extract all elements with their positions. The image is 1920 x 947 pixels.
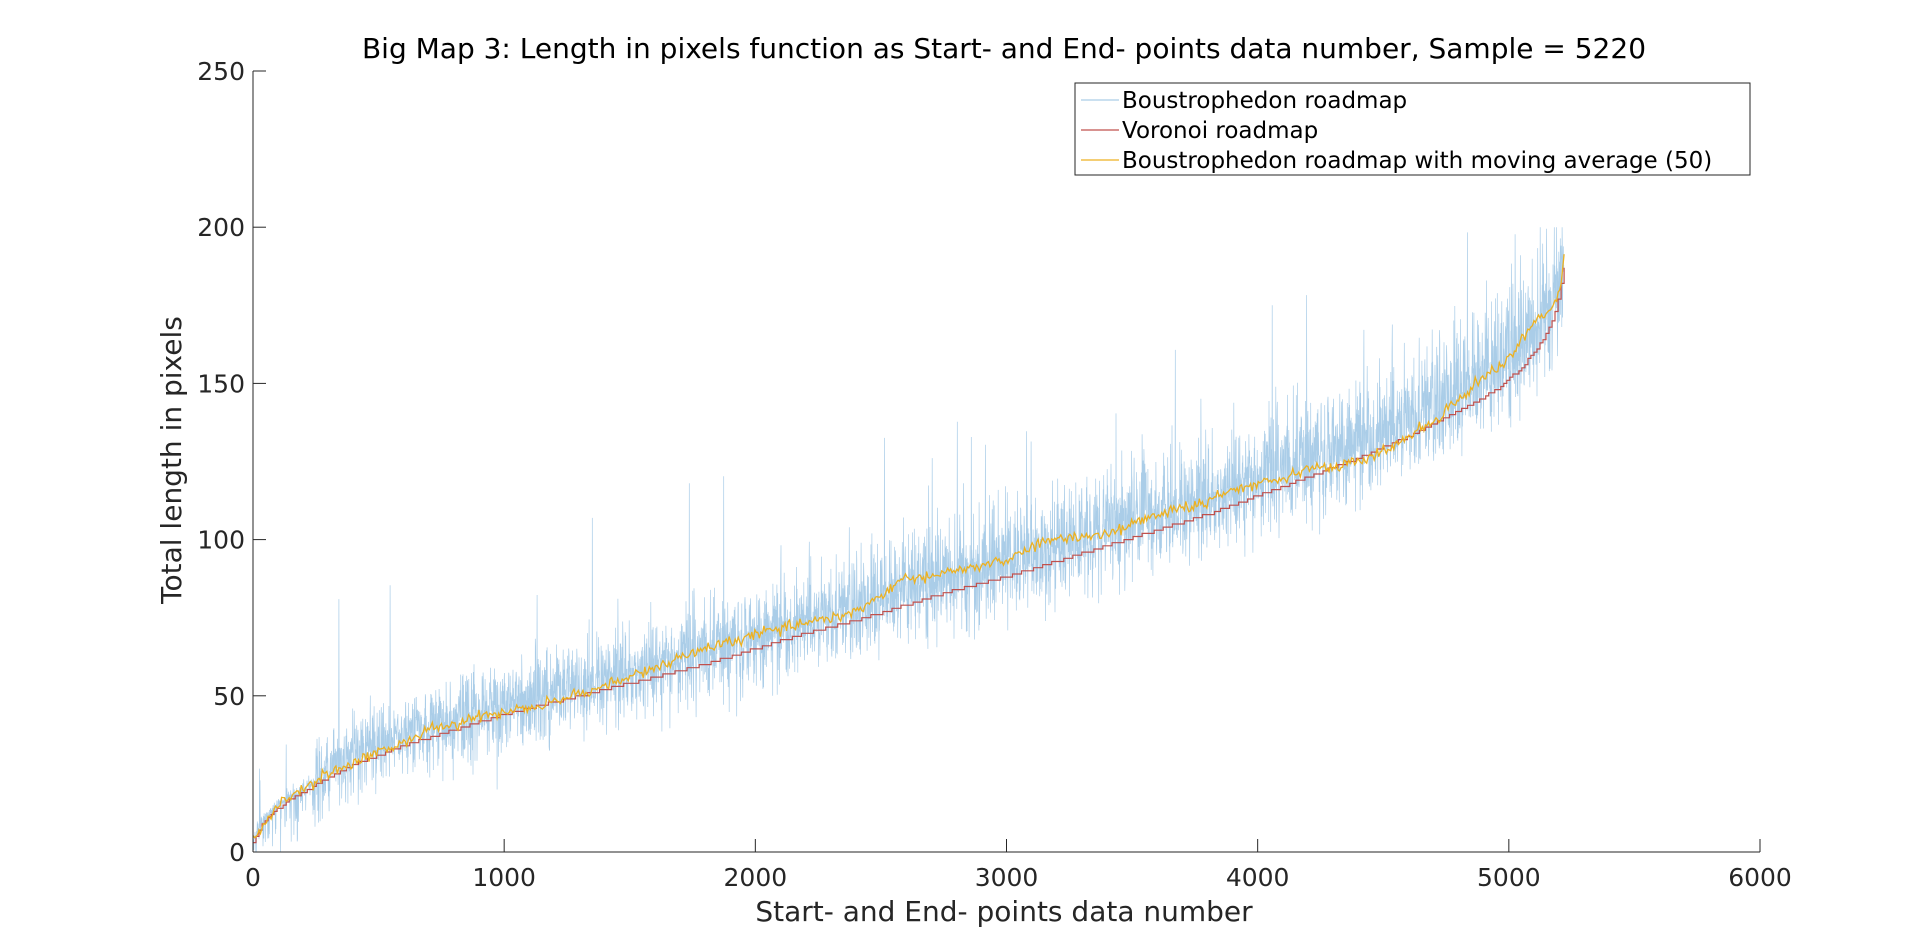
y-tick-label: 0 bbox=[229, 838, 245, 867]
chart-title: Big Map 3: Length in pixels function as … bbox=[362, 32, 1646, 65]
y-tick-label: 250 bbox=[197, 57, 245, 86]
x-tick-label: 1000 bbox=[472, 863, 536, 892]
y-tick-label: 150 bbox=[197, 369, 245, 398]
series-moving-average-line bbox=[252, 254, 1565, 839]
x-tick-label: 4000 bbox=[1226, 863, 1290, 892]
legend: Boustrophedon roadmap Voronoi roadmap Bous… bbox=[1074, 82, 1751, 176]
x-tick-label: 0 bbox=[245, 863, 261, 892]
series-boustrophedon-line bbox=[252, 227, 1565, 853]
x-axis-title: Start- and End- points data number bbox=[755, 895, 1253, 928]
series-voronoi-line bbox=[253, 267, 1565, 844]
axes: 0 1000 2000 3000 4000 5000 6000 0 50 100 150 200 250 bbox=[197, 57, 1792, 892]
y-axis-title: Total length in pixels bbox=[155, 316, 188, 605]
x-tick-label: 5000 bbox=[1477, 863, 1541, 892]
legend-label: Boustrophedon roadmap with moving averag… bbox=[1122, 148, 1712, 174]
y-tick-label: 200 bbox=[197, 213, 245, 242]
y-tick-label: 100 bbox=[197, 526, 245, 555]
plot-area bbox=[252, 227, 1565, 853]
legend-box bbox=[1074, 82, 1751, 176]
x-tick-label: 2000 bbox=[724, 863, 788, 892]
legend-label: Boustrophedon roadmap bbox=[1122, 88, 1407, 114]
x-tick-label: 6000 bbox=[1728, 863, 1792, 892]
y-tick-label: 50 bbox=[213, 682, 245, 711]
x-tick-label: 3000 bbox=[975, 863, 1039, 892]
legend-label: Voronoi roadmap bbox=[1122, 118, 1318, 144]
